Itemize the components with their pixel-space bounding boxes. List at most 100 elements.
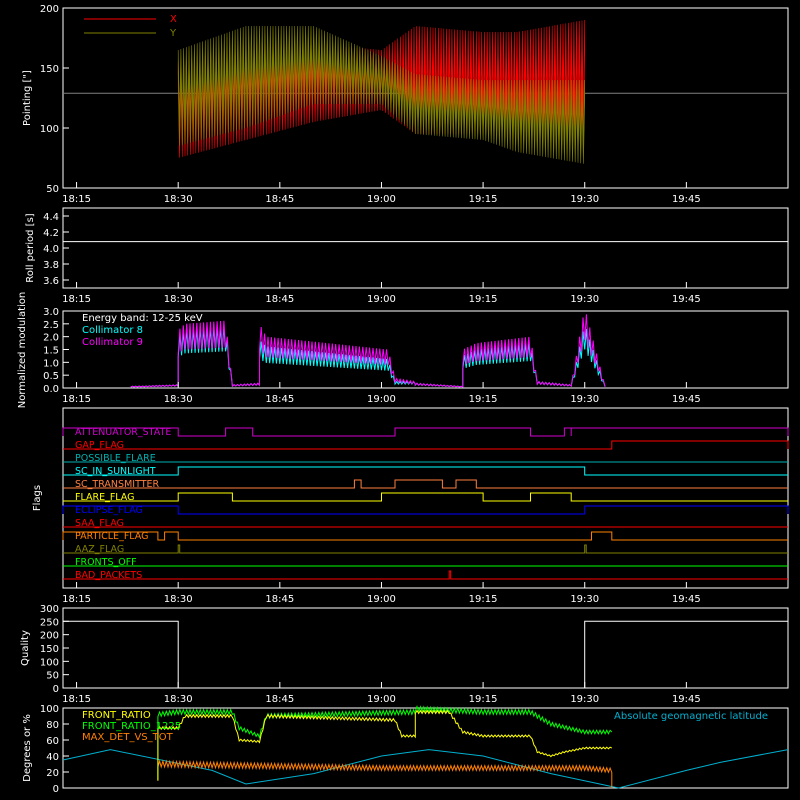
y-tick-label: 1.5	[43, 346, 59, 357]
y-tick-label: 200	[40, 631, 59, 642]
roll-frame	[62, 207, 789, 289]
y-tick-label: 150	[40, 644, 59, 655]
legend-x-label: X	[170, 14, 177, 25]
flag-trace	[63, 466, 788, 476]
flag-trace	[63, 479, 788, 489]
flag-label: PARTICLE_FLAG	[75, 531, 148, 542]
y-tick-label: 4.2	[43, 228, 59, 239]
x-tick-label: 19:45	[672, 294, 701, 305]
flag-trace	[62, 427, 789, 437]
y-tick-label: 0.5	[43, 371, 59, 382]
y-tick-label: 20	[46, 768, 59, 779]
y-tick-label: 60	[46, 736, 59, 747]
y-tick-label: 150	[40, 64, 59, 75]
ratios-frame	[62, 707, 789, 789]
x-tick-label: 18:30	[164, 294, 193, 305]
x-tick-label: 18:45	[265, 394, 294, 405]
x-tick-label: 19:45	[672, 694, 701, 705]
y-tick-label: 4.0	[43, 244, 59, 255]
roll-y-label: Roll period [s]	[25, 213, 36, 282]
x-tick-label: 19:45	[672, 194, 701, 205]
y-tick-label: 1.0	[43, 358, 59, 369]
flag-trace	[63, 570, 788, 580]
x-tick-label: 18:15	[62, 394, 91, 405]
panel-pointing: 50 100 150 200 18:15 18:30 18:45 19:00 19:15 19:…	[22, 4, 789, 205]
x-tick-label: 19:00	[367, 194, 396, 205]
modulation-line-collimator-9	[130, 314, 606, 388]
pointing-x-ticks: 18:15 18:30 18:45 19:00 19:15 19:30 19:45	[62, 182, 701, 205]
flag-trace	[63, 440, 789, 450]
y-tick-label: 4.4	[43, 212, 59, 223]
legend-max-det: MAX_DET_VS_TOT	[82, 732, 174, 743]
x-tick-label: 19:45	[672, 594, 701, 605]
panel-modulation: 0.0 0.5 1.01.5 2.0 2.5 3.0 18:15 18:30 18:45 19:…	[17, 292, 789, 408]
y-tick-label: 250	[40, 617, 59, 628]
latitude-annotation: Absolute geomagnetic latitude	[614, 711, 768, 722]
y-tick-label: 100	[40, 704, 59, 715]
flag-label: FRONTS_OFF	[75, 557, 137, 568]
flag-label: ATTENUATOR_STATE	[75, 427, 171, 438]
x-tick-label: 18:30	[164, 394, 193, 405]
ratios-y-ticks: 0 20 40 60 80 100	[40, 704, 69, 795]
x-tick-label: 18:30	[164, 194, 193, 205]
quality-y-label: Quality	[20, 630, 31, 666]
y-tick-label: 2.0	[43, 333, 59, 344]
roll-y-ticks: 3.6 3.8 4.0 4.2 4.4	[43, 212, 69, 287]
y-tick-label: 2.5	[43, 320, 59, 331]
x-tick-label: 18:45	[265, 694, 294, 705]
panel-flags: ATTENUATOR_STATE GAP_FLAG POSSIBLE_FLARE SC…	[32, 407, 789, 605]
y-tick-label: 100	[40, 657, 59, 668]
quality-x-ticks: 18:15 18:30 18:45 19:00 19:15 19:30 19:45	[62, 682, 701, 705]
flag-label: FLARE_FLAG	[75, 492, 135, 503]
x-tick-label: 19:30	[570, 394, 599, 405]
flag-label: ECLIPSE_FLAG	[75, 505, 143, 516]
quality-data	[63, 620, 788, 689]
x-tick-label: 19:15	[469, 394, 498, 405]
x-tick-label: 19:30	[570, 594, 599, 605]
modulation-line-collimator-8	[130, 327, 606, 388]
x-tick-label: 19:30	[570, 194, 599, 205]
flag-trace	[63, 492, 788, 502]
pointing-data	[63, 19, 788, 164]
y-tick-label: 3.8	[43, 260, 59, 271]
energy-band-label: Energy band: 12-25 keV	[82, 313, 203, 324]
y-tick-label: 50	[46, 184, 59, 195]
x-tick-label: 19:15	[469, 194, 498, 205]
flags-x-ticks: 18:15 18:30 18:45 19:00 19:15 19:30 19:45	[62, 582, 701, 605]
x-tick-label: 19:15	[469, 694, 498, 705]
flag-label: GAP_FLAG	[75, 440, 124, 451]
x-tick-label: 18:30	[164, 594, 193, 605]
modulation-x-ticks: 18:15 18:30 18:45 19:00 19:15 19:30 19:45	[62, 382, 701, 405]
x-tick-label: 19:30	[570, 294, 599, 305]
flag-trace	[62, 505, 789, 515]
front-ratio-1225-line	[157, 705, 613, 781]
x-tick-label: 18:45	[265, 294, 294, 305]
x-tick-label: 18:15	[62, 194, 91, 205]
y-tick-label: 0	[53, 784, 59, 795]
panel-roll-period: 3.6 3.8 4.0 4.2 4.4 18:15 18:30 18:45 19:00 19:1…	[25, 207, 789, 305]
y-tick-label: 40	[46, 752, 59, 763]
y-tick-label: 50	[46, 671, 59, 682]
flags-frame	[62, 407, 789, 589]
flags-y-label: Flags	[32, 485, 43, 511]
flags-data: ATTENUATOR_STATE GAP_FLAG POSSIBLE_FLARE SC…	[62, 427, 789, 581]
latitude-line	[62, 749, 789, 789]
y-tick-label: 200	[40, 4, 59, 15]
flag-label: SC_TRANSMITTER	[75, 479, 160, 490]
flag-trace	[63, 544, 788, 554]
y-tick-label: 3.6	[43, 276, 59, 287]
x-tick-label: 18:15	[62, 294, 91, 305]
panel-ratios: 0 20 40 60 80 100 Degrees or % FRONT_RATIO FR…	[22, 704, 789, 795]
flag-label: SC_IN_SUNLIGHT	[75, 466, 156, 477]
roll-x-ticks: 18:15 18:30 18:45 19:00 19:15 19:30 19:45	[62, 282, 701, 305]
flag-label: BAD_PACKETS	[75, 570, 142, 581]
flag-trace	[62, 531, 788, 541]
y-tick-label: 3.0	[43, 307, 59, 318]
front-ratio-line	[157, 709, 613, 781]
x-tick-label: 18:15	[62, 694, 91, 705]
quality-line	[63, 620, 788, 689]
x-tick-label: 19:00	[367, 394, 396, 405]
ratios-y-label: Degrees or %	[22, 714, 33, 782]
legend-collimator-8: Collimator 8	[82, 325, 143, 336]
